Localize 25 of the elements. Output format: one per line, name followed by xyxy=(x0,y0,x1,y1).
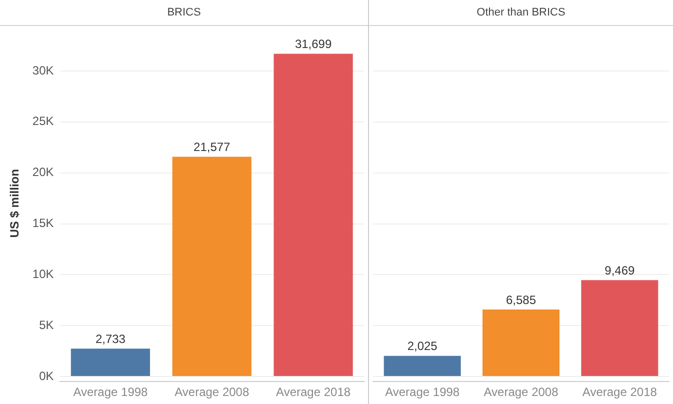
y-tick-label: 25K xyxy=(32,114,54,128)
bar xyxy=(274,54,353,376)
x-tick-label: Average 2018 xyxy=(582,385,658,400)
y-tick-label: 0K xyxy=(39,368,54,383)
bar xyxy=(172,156,252,376)
bar xyxy=(70,348,150,376)
chart-title: Other than BRICS xyxy=(476,6,566,19)
y-tick-label: 15K xyxy=(32,216,54,230)
data-label: 9,469 xyxy=(604,263,636,278)
data-label: 2,733 xyxy=(95,332,126,346)
y-tick-label: 10K xyxy=(32,266,54,281)
y-tick-label: 5K xyxy=(39,318,54,332)
x-tick-label: Average 2008 xyxy=(484,385,559,400)
x-tick-label: Average 2008 xyxy=(174,385,250,400)
y-tick-label: 30K xyxy=(32,63,54,78)
data-label: 6,585 xyxy=(506,292,536,307)
data-label: 31,699 xyxy=(294,37,332,52)
x-tick-label: Average 1998 xyxy=(385,385,460,400)
x-tick-label: Average 2018 xyxy=(276,385,351,400)
data-label: 2,025 xyxy=(407,339,438,354)
data-label: 21,577 xyxy=(194,140,231,154)
y-axis-title: US $ million xyxy=(8,169,22,238)
y-tick-label: 20K xyxy=(32,165,54,180)
x-tick-label: Average 1998 xyxy=(73,385,148,400)
chart-title: BRICS xyxy=(167,6,201,19)
